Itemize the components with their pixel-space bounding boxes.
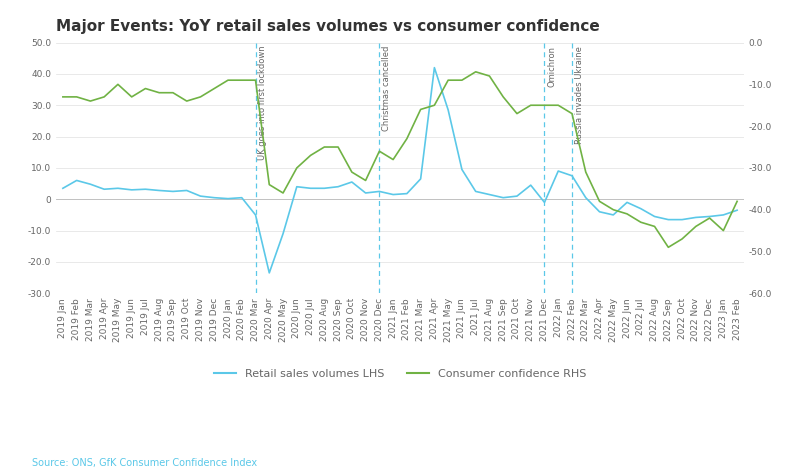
Text: Omichron: Omichron xyxy=(547,46,556,87)
Text: Christmas cancelled: Christmas cancelled xyxy=(382,46,391,131)
Legend: Retail sales volumes LHS, Consumer confidence RHS: Retail sales volumes LHS, Consumer confi… xyxy=(210,364,590,383)
Text: Russia invades Ukraine: Russia invades Ukraine xyxy=(574,46,584,144)
Text: Major Events: YoY retail sales volumes vs consumer confidence: Major Events: YoY retail sales volumes v… xyxy=(56,19,600,35)
Text: UK goes into first lockdown: UK goes into first lockdown xyxy=(258,46,267,160)
Text: Source: ONS, GfK Consumer Confidence Index: Source: ONS, GfK Consumer Confidence Ind… xyxy=(32,458,257,468)
